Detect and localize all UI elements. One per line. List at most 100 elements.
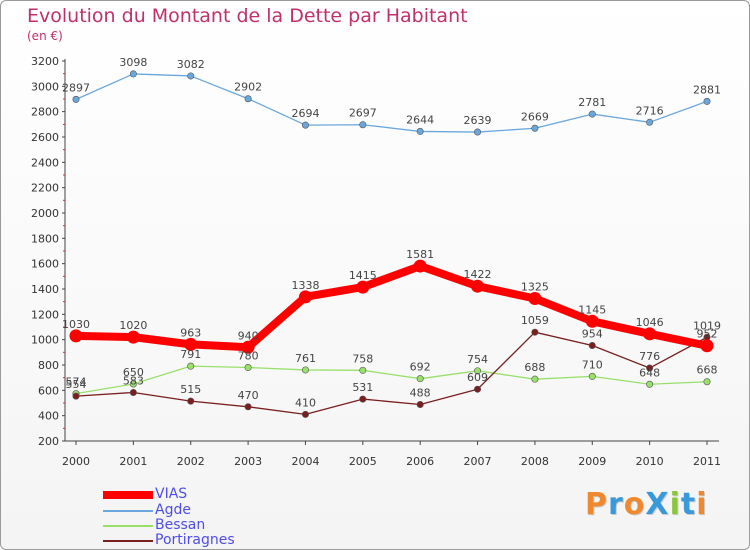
data-point-portiragnes	[531, 328, 539, 336]
data-label-portiragnes: 531	[352, 381, 373, 394]
data-point-agde	[416, 127, 424, 135]
data-point-agde	[129, 70, 137, 78]
x-tick-label: 2004	[291, 455, 319, 468]
y-tick-label: 2400	[31, 156, 59, 169]
legend-item-agde: Agde	[103, 502, 323, 519]
data-label-vias: 1020	[119, 319, 147, 332]
data-point-vias	[643, 327, 657, 341]
data-point-vias	[585, 314, 599, 328]
x-tick-label: 2010	[636, 455, 664, 468]
data-point-vias	[471, 279, 485, 293]
data-point-agde	[244, 95, 252, 103]
legend-item-vias: VIAS	[103, 486, 323, 503]
y-tick-label: 800	[38, 359, 59, 372]
x-tick-label: 2001	[119, 455, 147, 468]
data-label-agde: 2881	[693, 83, 721, 96]
y-tick-label: 2800	[31, 106, 59, 119]
data-label-portiragnes: 609	[467, 371, 488, 384]
data-label-bessan: 650	[123, 366, 144, 379]
data-label-agde: 2897	[62, 81, 90, 94]
data-point-portiragnes	[72, 392, 80, 400]
data-point-portiragnes	[301, 410, 309, 418]
data-label-bessan: 758	[352, 352, 373, 365]
y-tick-label: 3200	[31, 55, 59, 68]
data-label-portiragnes: 470	[238, 389, 259, 402]
data-label-agde: 2639	[464, 114, 492, 127]
unit-label: (en €)	[27, 29, 63, 43]
data-label-bessan: 688	[524, 361, 545, 374]
data-label-bessan: 791	[180, 348, 201, 361]
data-label-bessan: 710	[582, 358, 603, 371]
data-point-agde	[588, 110, 596, 118]
y-tick-label: 3000	[31, 80, 59, 93]
legend-label-bessan: Bessan	[155, 517, 206, 533]
data-point-vias	[356, 280, 370, 294]
data-point-bessan	[703, 378, 711, 386]
data-point-vias	[126, 330, 140, 344]
data-point-agde	[703, 97, 711, 105]
series-line-portiragnes	[75, 331, 708, 416]
data-point-portiragnes	[588, 341, 596, 349]
series-line-vias	[72, 262, 711, 352]
data-point-bessan	[244, 364, 252, 372]
data-label-vias: 1046	[636, 316, 664, 329]
data-point-bessan	[359, 366, 367, 374]
data-label-portiragnes: 776	[639, 350, 660, 363]
data-label-portiragnes: 554	[66, 378, 87, 391]
y-tick-label: 2200	[31, 182, 59, 195]
data-label-agde: 3098	[119, 56, 147, 69]
data-label-agde: 2902	[234, 81, 262, 94]
proxiti-logo: ProXiti	[585, 487, 708, 522]
data-point-bessan	[531, 375, 539, 383]
series-line-bessan	[75, 365, 708, 395]
data-point-vias	[298, 290, 312, 304]
data-label-agde: 2781	[578, 96, 606, 109]
data-point-vias	[700, 339, 714, 353]
legend-swatch-portiragnes	[103, 540, 153, 542]
data-label-agde: 2716	[636, 104, 664, 117]
data-point-agde	[359, 121, 367, 129]
data-point-agde	[646, 118, 654, 126]
y-tick-label: 1600	[31, 258, 59, 271]
y-tick-label: 400	[38, 410, 59, 423]
x-tick-label: 2008	[521, 455, 549, 468]
data-label-portiragnes: 954	[582, 327, 603, 340]
data-label-bessan: 692	[410, 361, 431, 374]
y-tick-label: 200	[38, 435, 59, 448]
data-label-bessan: 754	[467, 353, 488, 366]
x-tick-label: 2000	[62, 455, 90, 468]
data-label-vias: 1581	[406, 248, 434, 261]
y-tick-label: 2000	[31, 207, 59, 220]
data-label-portiragnes: 583	[123, 374, 144, 387]
data-point-bessan	[301, 366, 309, 374]
data-point-bessan	[588, 372, 596, 380]
data-label-vias: 952	[697, 328, 718, 341]
series-line-agde	[75, 73, 708, 133]
data-label-portiragnes: 515	[180, 383, 201, 396]
y-tick-label: 2600	[31, 131, 59, 144]
y-tick-label: 1400	[31, 283, 59, 296]
data-label-bessan: 668	[697, 364, 718, 377]
legend-item-portiragnes: Portiragnes	[103, 532, 323, 549]
data-point-vias	[241, 340, 255, 354]
data-label-agde: 2694	[291, 107, 319, 120]
data-point-bessan	[416, 375, 424, 383]
x-tick-label: 2003	[234, 455, 262, 468]
data-point-agde	[301, 121, 309, 129]
data-label-vias: 940	[238, 329, 259, 342]
data-point-portiragnes	[646, 364, 654, 372]
data-point-portiragnes	[416, 401, 424, 409]
y-tick-label: 1800	[31, 232, 59, 245]
data-point-bessan	[646, 380, 654, 388]
data-point-portiragnes	[244, 403, 252, 411]
data-point-bessan	[474, 367, 482, 375]
legend-item-bessan: Bessan	[103, 517, 323, 534]
data-label-bessan: 648	[639, 366, 660, 379]
x-tick-label: 2009	[578, 455, 606, 468]
data-point-bessan	[129, 380, 137, 388]
data-label-portiragnes: 488	[410, 387, 431, 400]
legend-swatch-bessan	[103, 525, 153, 527]
data-label-vias: 963	[180, 326, 201, 339]
